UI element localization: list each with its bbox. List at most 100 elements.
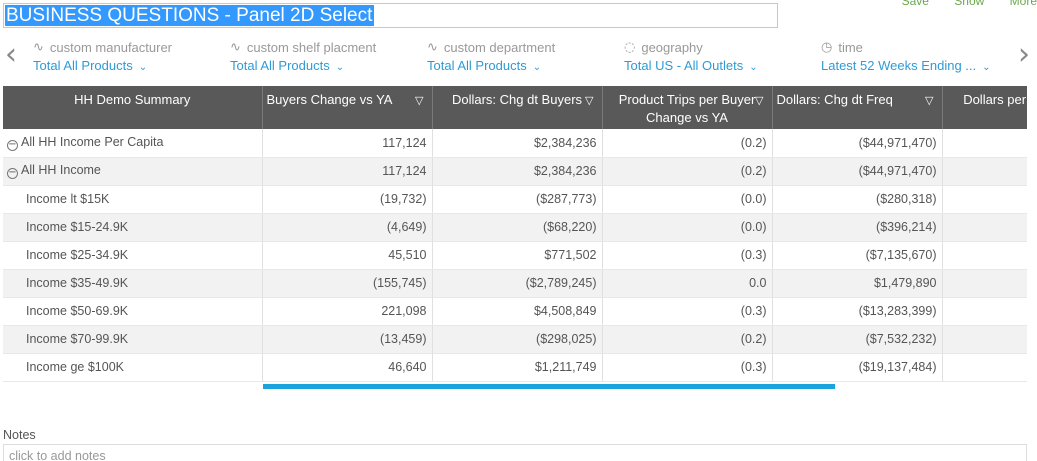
- filter-icon[interactable]: ▽: [755, 94, 764, 107]
- table-row[interactable]: Income $15-24.9K (4,649) ($68,220) (0.0)…: [3, 213, 1027, 242]
- table-cell: $771,502: [432, 241, 603, 270]
- table-header-row: HH Demo Summary Buyers Change vs YA ▽ Dol…: [3, 86, 1027, 129]
- filter-value[interactable]: Total All Products ⌄: [33, 58, 148, 73]
- row-label: Income $25-34.9K: [3, 241, 263, 270]
- table-cell: [942, 213, 1027, 242]
- filter-value[interactable]: Total US - All Outlets ⌄: [624, 58, 758, 73]
- data-table-container[interactable]: HH Demo Summary Buyers Change vs YA ▽ Dol…: [3, 86, 1027, 386]
- table-row[interactable]: Income $35-49.9K (155,745) ($2,789,245) …: [3, 269, 1027, 298]
- table-cell: $4,508,849: [432, 297, 603, 326]
- table-cell: [942, 325, 1027, 354]
- table-cell: ($287,773): [432, 185, 603, 214]
- table-row[interactable]: Income lt $15K (19,732) ($287,773) (0.0)…: [3, 185, 1027, 214]
- collapse-icon[interactable]: −: [7, 167, 18, 179]
- column-header[interactable]: HH Demo Summary: [3, 86, 263, 129]
- table-cell: (0.0): [602, 213, 773, 242]
- more-link[interactable]: More: [1009, 0, 1037, 8]
- filter-label: custom shelf placment: [246, 39, 377, 55]
- data-table: HH Demo Summary Buyers Change vs YA ▽ Dol…: [3, 86, 1027, 382]
- notes-field[interactable]: click to add notes: [3, 444, 1027, 461]
- show-link[interactable]: Show: [954, 0, 985, 8]
- table-row[interactable]: Income $25-34.9K 45,510 $771,502 (0.3) (…: [3, 241, 1027, 270]
- chevron-down-icon: ⌄: [749, 62, 758, 73]
- table-cell: $2,384,236: [432, 129, 603, 158]
- filter-value[interactable]: Latest 52 Weeks Ending ... ⌄: [821, 58, 991, 73]
- table-cell: 0.0: [602, 269, 773, 298]
- column-header[interactable]: Dollars per Change vs: [942, 86, 1027, 129]
- table-cell: (0.3): [602, 241, 773, 270]
- filter-label: custom department: [443, 39, 556, 55]
- table-row[interactable]: − All HH Income Per Capita 117,124 $2,384…: [3, 129, 1027, 158]
- table-row[interactable]: Income ge $100K 46,640 $1,211,749 (0.3) …: [3, 353, 1027, 382]
- column-header[interactable]: Buyers Change vs YA ▽: [262, 86, 433, 129]
- column-header[interactable]: Product Trips per Buyer Change vs YA ▽: [602, 86, 773, 129]
- table-cell: [942, 157, 1027, 186]
- table-cell: [942, 129, 1027, 158]
- column-header[interactable]: Dollars: Chg dt Buyers ▽: [432, 86, 603, 129]
- collapse-icon[interactable]: −: [7, 138, 18, 151]
- title-field[interactable]: BUSINESS QUESTIONS - Panel 2D Select: [3, 3, 778, 28]
- table-cell: ($7,532,232): [772, 325, 943, 354]
- row-label: Income ge $100K: [3, 353, 263, 382]
- filter-custom-department[interactable]: ∿ custom department Total All Products ⌄: [427, 37, 555, 77]
- table-cell: ($68,220): [432, 213, 603, 242]
- column-header[interactable]: Dollars: Chg dt Freq ▽: [772, 86, 943, 129]
- pulse-icon: ∿: [230, 39, 241, 55]
- table-cell: [942, 241, 1027, 270]
- table-cell: [942, 353, 1027, 382]
- table-cell: ($44,971,470): [772, 129, 943, 158]
- table-row[interactable]: − All HH Income 117,124 $2,384,236 (0.2) …: [3, 157, 1027, 186]
- table-cell: ($280,318): [772, 185, 943, 214]
- table-cell: 117,124: [262, 157, 433, 186]
- table-cell: [942, 185, 1027, 214]
- table-cell: (0.2): [602, 129, 773, 158]
- table-cell: ($13,283,399): [772, 297, 943, 326]
- table-cell: [942, 297, 1027, 326]
- next-arrow-icon[interactable]: ›: [1018, 37, 1030, 72]
- table-cell: (0.3): [602, 353, 773, 382]
- table-cell: 117,124: [262, 129, 433, 158]
- chevron-down-icon: ⌄: [982, 62, 991, 73]
- row-label: Income $50-69.9K: [3, 297, 263, 326]
- filter-custom-manufacturer[interactable]: ∿ custom manufacturer Total All Products ⌄: [33, 37, 172, 77]
- filter-icon[interactable]: ▽: [585, 94, 594, 107]
- map-pin-icon: ◌: [624, 39, 636, 55]
- table-cell: $1,479,890: [772, 269, 943, 298]
- row-label: − All HH Income Per Capita: [3, 129, 263, 158]
- table-cell: ($298,025): [432, 325, 603, 354]
- table-cell: (0.2): [602, 325, 773, 354]
- notes-placeholder: click to add notes: [9, 449, 106, 461]
- chevron-down-icon: ⌄: [138, 62, 148, 73]
- table-cell: (0.0): [602, 185, 773, 214]
- filter-time[interactable]: ◷ time Latest 52 Weeks Ending ... ⌄: [821, 37, 991, 77]
- prev-arrow-icon[interactable]: ‹: [5, 37, 17, 72]
- notes-label: Notes: [3, 428, 36, 442]
- table-row[interactable]: Income $50-69.9K 221,098 $4,508,849 (0.3…: [3, 297, 1027, 326]
- filter-icon[interactable]: ▽: [415, 94, 424, 107]
- top-actions: Save Show More: [880, 0, 1037, 8]
- save-link[interactable]: Save: [901, 0, 929, 8]
- filter-geography[interactable]: ◌ geography Total US - All Outlets ⌄: [624, 37, 758, 77]
- filter-value[interactable]: Total All Products ⌄: [230, 58, 345, 73]
- table-cell: $2,384,236: [432, 157, 603, 186]
- table-cell: (0.2): [602, 157, 773, 186]
- horizontal-scrollbar[interactable]: [263, 384, 835, 389]
- table-cell: (155,745): [262, 269, 433, 298]
- chevron-down-icon: ⌄: [532, 62, 542, 73]
- table-cell: ($2,789,245): [432, 269, 603, 298]
- row-label: Income $35-49.9K: [3, 269, 263, 298]
- table-cell: (4,649): [262, 213, 433, 242]
- table-cell: 45,510: [262, 241, 433, 270]
- page-title[interactable]: BUSINESS QUESTIONS - Panel 2D Select: [5, 5, 375, 26]
- pulse-icon: ∿: [427, 39, 438, 55]
- filter-label: geography: [641, 39, 703, 55]
- table-cell: ($7,135,670): [772, 241, 943, 270]
- table-cell: ($19,137,484): [772, 353, 943, 382]
- table-cell: $1,211,749: [432, 353, 603, 382]
- filter-value[interactable]: Total All Products ⌄: [427, 58, 542, 73]
- table-row[interactable]: Income $70-99.9K (13,459) ($298,025) (0.…: [3, 325, 1027, 354]
- table-cell: ($396,214): [772, 213, 943, 242]
- filter-custom-shelf-placment[interactable]: ∿ custom shelf placment Total All Product…: [230, 37, 376, 77]
- filter-icon[interactable]: ▽: [925, 94, 934, 107]
- table-cell: (19,732): [262, 185, 433, 214]
